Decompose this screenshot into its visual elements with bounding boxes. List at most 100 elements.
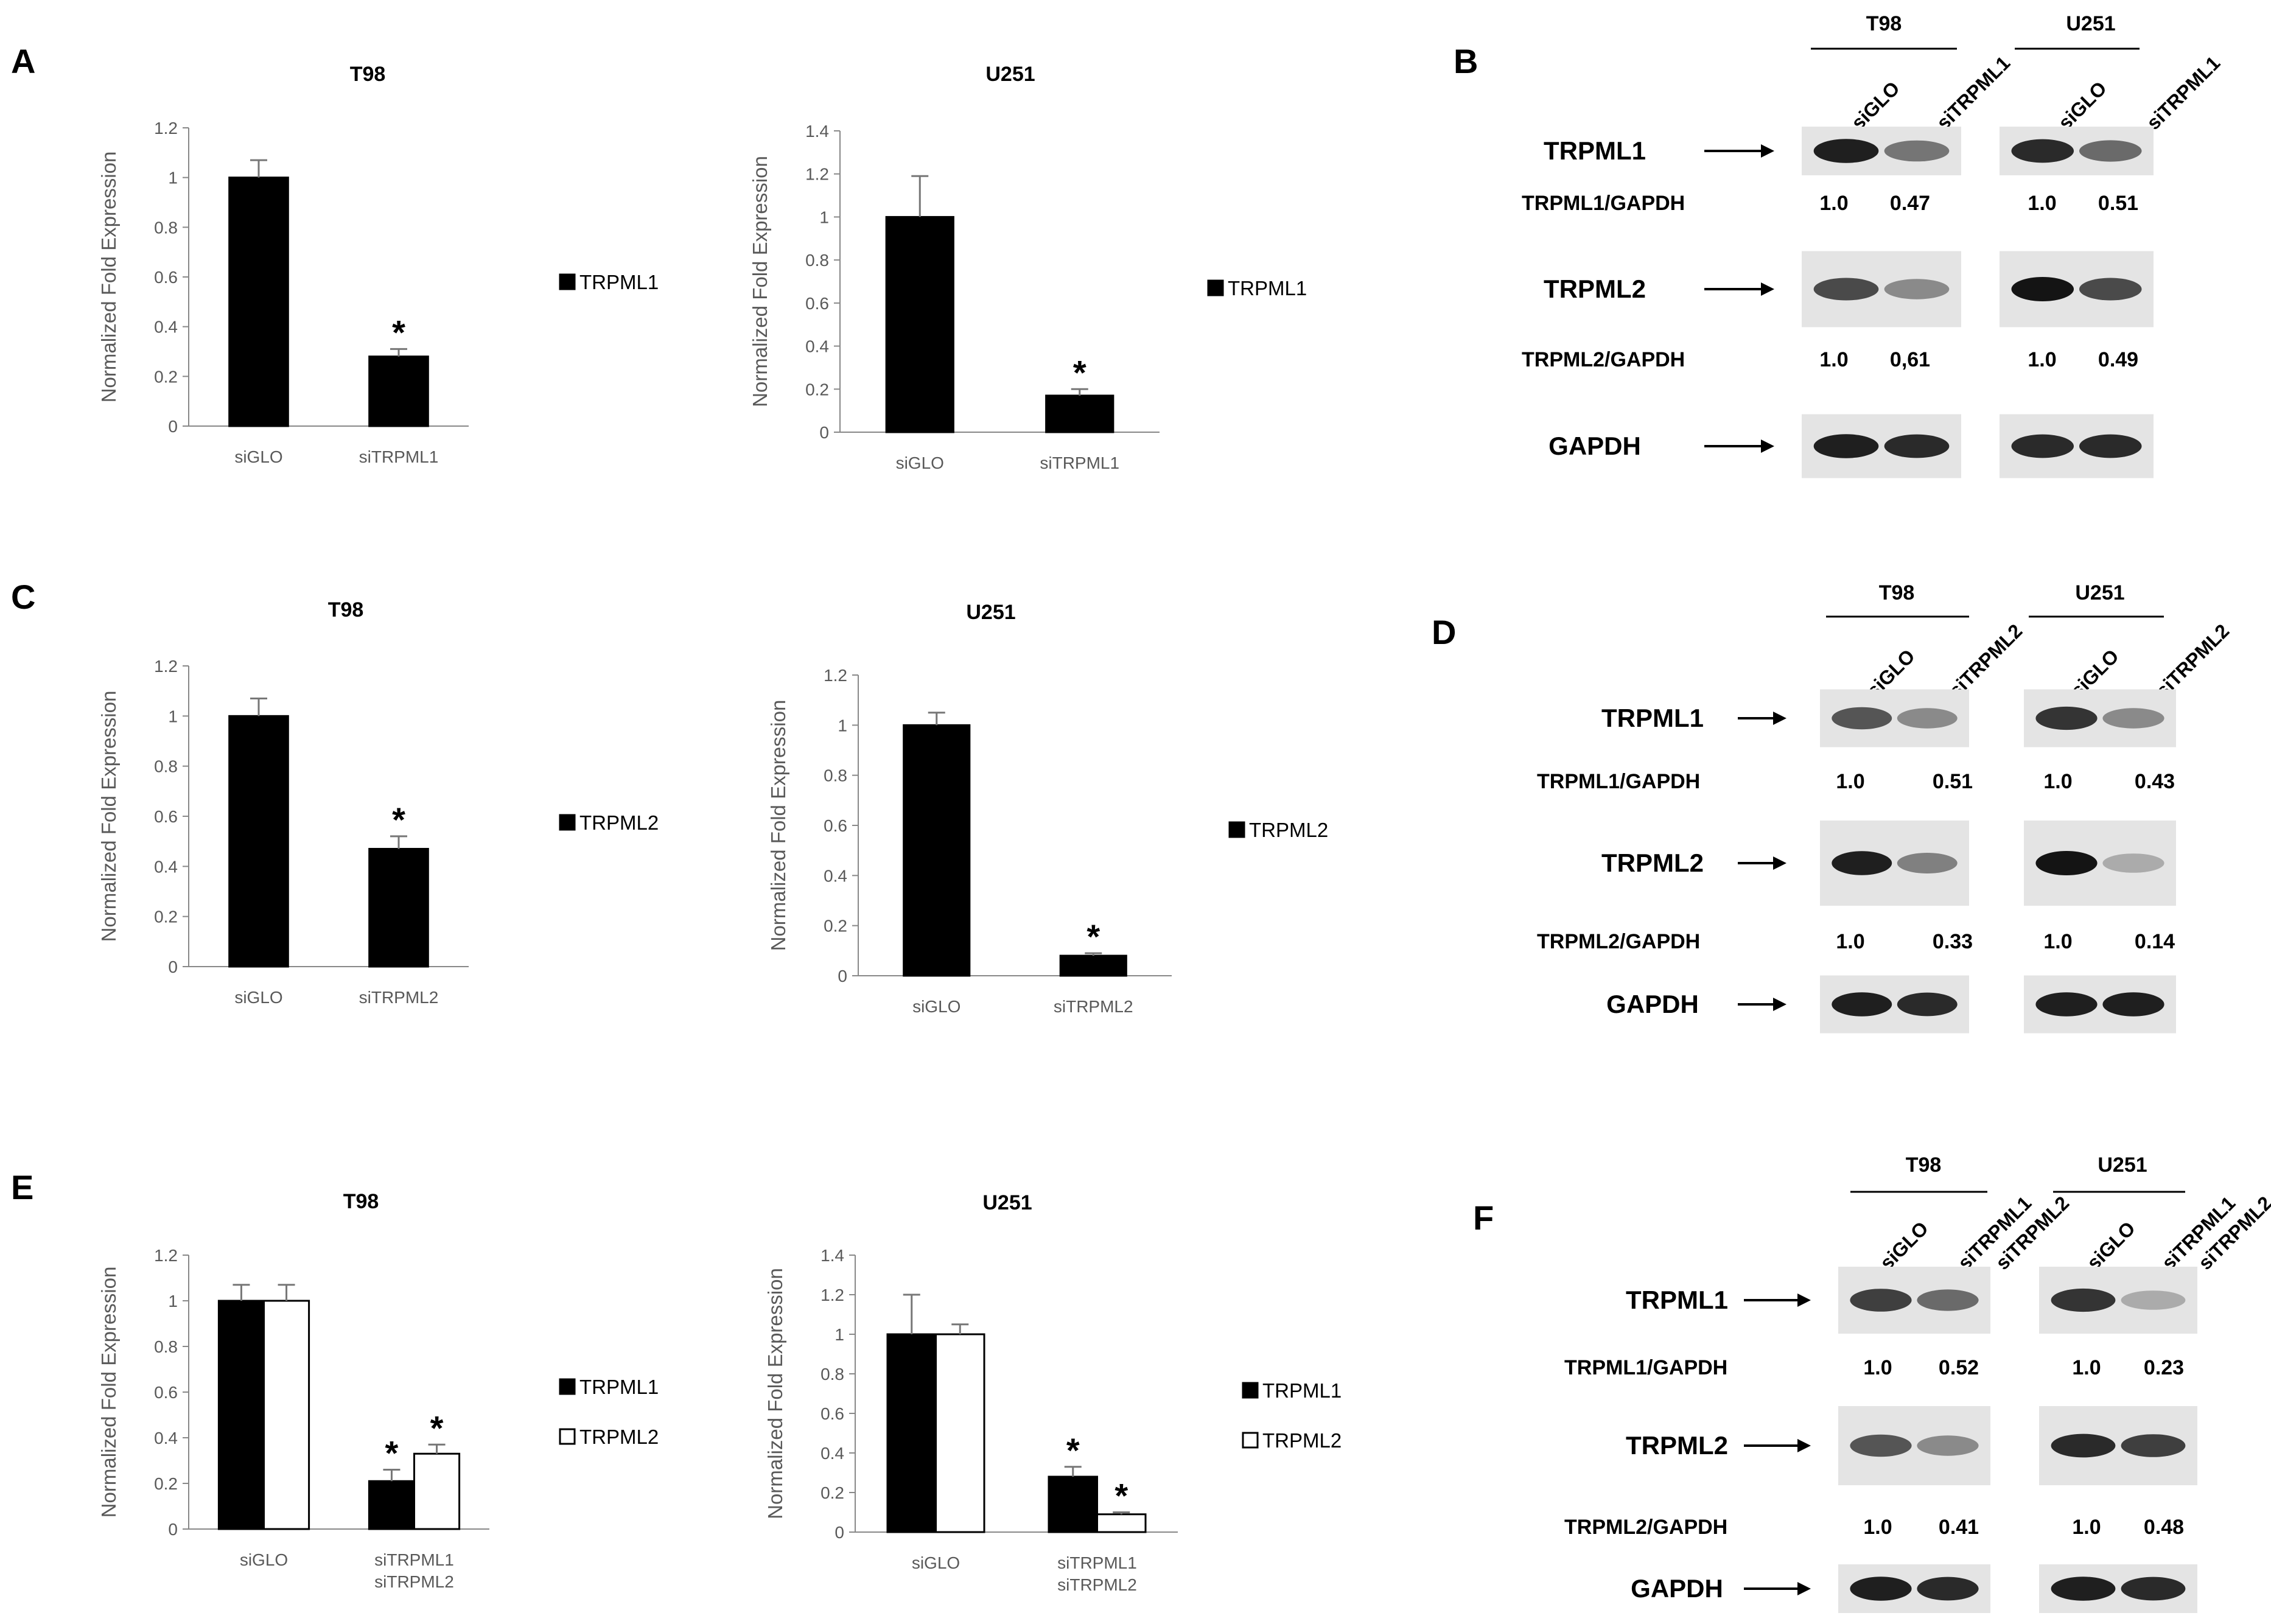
bar: [228, 177, 289, 427]
bar: [263, 1300, 310, 1530]
protein-band: [2011, 139, 2074, 163]
ratio-value: 0.47: [1890, 192, 1930, 215]
y-tick-label: 0.6: [805, 294, 829, 313]
y-tick-label: 0.6: [154, 268, 178, 287]
bar: [413, 1452, 461, 1530]
y-tick-label: 0.8: [824, 766, 847, 785]
x-category-label: siTRPML2: [359, 988, 439, 1007]
legend-swatch: [1242, 1382, 1259, 1399]
significance-star: *: [392, 800, 405, 839]
protein-band: [2102, 853, 2164, 873]
y-tick-label: 0: [819, 423, 829, 442]
arrowhead-icon: [1797, 1439, 1811, 1452]
bar: [1045, 394, 1115, 433]
arrowhead-icon: [1773, 712, 1786, 725]
y-tick-label: 0.2: [821, 1483, 844, 1502]
y-axis-label: Normalized Fold Expression: [749, 156, 771, 407]
protein-label: TRPML2: [1544, 275, 1646, 303]
bar: [368, 848, 429, 968]
protein-band: [2079, 278, 2142, 301]
cell-line-label: T98: [1906, 1153, 1942, 1177]
ratio-value: 1.0: [1863, 1356, 1892, 1379]
protein-band: [1884, 279, 1950, 299]
legend-label: TRPML1: [1262, 1379, 1342, 1402]
y-tick-label: 1: [168, 707, 178, 726]
legend-label: TRPML1: [579, 1376, 659, 1398]
protein-band: [2035, 706, 2098, 730]
protein-band: [1897, 853, 1958, 873]
cell-line-label: U251: [2075, 581, 2124, 604]
x-category-label-line: siGLO: [896, 453, 944, 472]
arrowhead-icon: [1773, 998, 1786, 1011]
arrowhead-icon: [1761, 439, 1774, 453]
y-tick-label: 0: [838, 967, 847, 985]
bar: [1048, 1475, 1098, 1533]
protein-band: [2079, 140, 2142, 162]
significance-star: *: [1087, 917, 1100, 956]
y-tick-label: 0.8: [821, 1365, 844, 1384]
x-category-label-line: siTRPML1: [374, 1550, 454, 1569]
chart-title: U251: [966, 601, 1015, 624]
y-tick-label: 0.4: [154, 1429, 178, 1447]
x-category-label-line: siTRPML1: [1057, 1553, 1137, 1572]
y-tick-label: 0.6: [154, 1383, 178, 1402]
y-tick-label: 0.2: [154, 908, 178, 926]
y-tick-label: 0.4: [154, 318, 178, 337]
protein-band: [1813, 278, 1879, 301]
bar: [228, 715, 289, 968]
x-category-label-line: siGLO: [912, 997, 961, 1016]
bar: [217, 1300, 265, 1530]
y-tick-label: 1.2: [821, 1286, 844, 1304]
protein-band: [2102, 708, 2164, 729]
protein-band: [2051, 1288, 2116, 1312]
ratio-label: TRPML2/GAPDH: [1522, 348, 1685, 371]
y-tick-label: 1.2: [154, 119, 178, 138]
y-tick-label: 1.2: [154, 1246, 178, 1265]
protein-band: [2011, 434, 2074, 458]
protein-label: GAPDH: [1631, 1574, 1723, 1603]
ratio-value: 0.43: [2135, 770, 2175, 793]
protein-band: [2121, 1577, 2186, 1601]
x-category-label-line: siGLO: [234, 447, 282, 466]
chart-title: T98: [343, 1190, 379, 1213]
y-tick-label: 0: [168, 417, 178, 436]
ratio-value: 0.51: [2098, 192, 2138, 215]
x-category-label-line: siTRPML2: [1057, 1575, 1137, 1594]
y-tick-label: 0.8: [154, 1337, 178, 1356]
ratio-value: 0.51: [1933, 770, 1973, 793]
bar-charts-layer: T98 0 0.2 0.4 0.6 0.8 1 1.2 Normalized Fold Expr…: [97, 63, 1342, 1594]
arrowhead-icon: [1797, 1293, 1811, 1307]
significance-star: *: [430, 1409, 444, 1447]
chart-a-u251: U251 0 0.2 0.4 0.6 0.8 1 1.2 1.4 Normalized Fold …: [749, 63, 1307, 472]
ratio-value: 0.49: [2098, 348, 2138, 371]
panel-letter-e: E: [11, 1168, 33, 1206]
bar: [903, 724, 971, 977]
arrowhead-icon: [1761, 144, 1774, 158]
bar: [885, 215, 954, 433]
y-tick-label: 1: [819, 208, 829, 226]
ratio-value: 0.33: [1933, 930, 1973, 953]
y-tick-label: 1: [168, 169, 178, 187]
protein-label: TRPML1: [1601, 704, 1704, 732]
protein-band: [1813, 434, 1879, 458]
significance-star: *: [1115, 1477, 1128, 1515]
bar: [935, 1333, 985, 1533]
chart-e-u251: U251 0 0.2 0.4 0.6 0.8 1 1.2 1.4 Normalized Fold …: [764, 1191, 1342, 1594]
y-tick-label: 0.2: [824, 917, 847, 936]
protein-band: [2121, 1290, 2186, 1310]
ratio-value: 0,61: [1890, 348, 1930, 371]
ratio-value: 1.0: [1836, 770, 1864, 793]
cell-line-label: U251: [2066, 12, 2115, 35]
chart-c-u251: U251 0 0.2 0.4 0.6 0.8 1 1.2 Normalized Fold Exp…: [767, 601, 1328, 1016]
y-tick-label: 0: [168, 1520, 178, 1539]
ratio-value: 0.14: [2135, 930, 2175, 953]
y-tick-label: 1.2: [824, 666, 847, 685]
x-category-label-line: siGLO: [240, 1550, 288, 1569]
cell-line-label: T98: [1879, 581, 1915, 604]
x-category-label: siGLO: [896, 453, 944, 472]
y-tick-label: 1.4: [805, 122, 829, 141]
x-category-label: siGLO: [240, 1550, 288, 1569]
arrowhead-icon: [1797, 1582, 1811, 1595]
protein-band: [2011, 277, 2074, 301]
